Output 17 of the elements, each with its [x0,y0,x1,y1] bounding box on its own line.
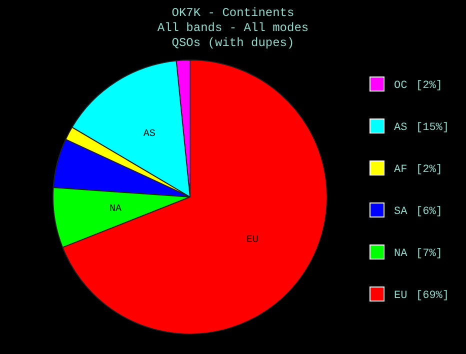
slice-label: NA [110,204,122,216]
slice-label: EU [246,234,258,246]
data-label: [2%] [416,164,442,176]
legend-label: NA [394,248,408,260]
data-label: [69%] [416,290,450,302]
data-label: [6%] [416,206,442,218]
data-label: [2%] [416,80,442,92]
slice-label: AS [143,129,156,140]
legend-label: AF [394,164,408,176]
chart-title: OK7K - Continents [172,6,294,20]
data-label: [7%] [416,248,442,260]
chart-subtitle: All bands - All modes QSOs (with dupes) [157,21,309,50]
legend-label: OC [394,80,408,92]
legend-label: AS [394,122,408,134]
data-label: [15%] [416,122,450,134]
legend-label: EU [394,290,408,302]
legend-label: SA [394,206,408,218]
